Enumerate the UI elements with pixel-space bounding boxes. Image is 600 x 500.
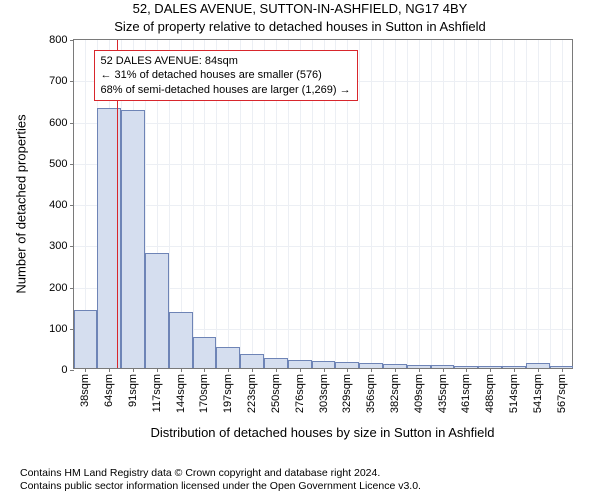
x-tick-mark <box>538 368 539 372</box>
x-tick-mark <box>109 368 110 372</box>
x-tick-label: 382sqm <box>389 374 401 413</box>
histogram-bar <box>312 361 336 368</box>
x-tick-label: 250sqm <box>270 374 282 413</box>
x-tick-label: 303sqm <box>318 374 330 413</box>
x-tick-mark <box>324 368 325 372</box>
x-tick-label: 461sqm <box>460 374 472 413</box>
histogram-bar <box>216 347 240 368</box>
gridline-h <box>74 205 572 206</box>
histogram-bar <box>240 354 264 368</box>
gridline-v <box>383 40 384 368</box>
x-tick-label: 223sqm <box>246 374 258 413</box>
x-tick-label: 197sqm <box>222 374 234 413</box>
y-tick-mark <box>70 40 74 41</box>
x-tick-label: 38sqm <box>79 374 91 407</box>
x-tick-mark <box>562 368 563 372</box>
x-tick-label: 329sqm <box>341 374 353 413</box>
x-tick-label: 170sqm <box>198 374 210 413</box>
x-tick-mark <box>204 368 205 372</box>
x-tick-label: 514sqm <box>508 374 520 413</box>
histogram-bar <box>264 358 288 368</box>
gridline-v <box>550 40 551 368</box>
y-axis-label: Number of detached properties <box>13 114 28 293</box>
x-tick-label: 356sqm <box>365 374 377 413</box>
x-tick-mark <box>466 368 467 372</box>
x-tick-label: 435sqm <box>437 374 449 413</box>
gridline-v <box>562 40 563 368</box>
gridline-h <box>74 123 572 124</box>
x-tick-mark <box>419 368 420 372</box>
gridline-v <box>466 40 467 368</box>
histogram-bar <box>288 360 312 368</box>
x-tick-mark <box>514 368 515 372</box>
gridline-v <box>526 40 527 368</box>
chart-subtitle: Size of property relative to detached ho… <box>0 18 600 36</box>
x-tick-label: 91sqm <box>127 374 139 407</box>
x-tick-mark <box>157 368 158 372</box>
y-tick-mark <box>70 205 74 206</box>
histogram-bar <box>145 253 169 369</box>
annotation-line: ← 31% of detached houses are smaller (57… <box>101 68 351 82</box>
y-tick-mark <box>70 164 74 165</box>
x-tick-mark <box>252 368 253 372</box>
page-title: 52, DALES AVENUE, SUTTON-IN-ASHFIELD, NG… <box>0 0 600 18</box>
x-tick-label: 117sqm <box>151 374 163 412</box>
histogram-bar <box>121 110 145 368</box>
gridline-v <box>502 40 503 368</box>
annotation-line: 68% of semi-detached houses are larger (… <box>101 83 351 97</box>
x-tick-label: 144sqm <box>175 374 187 413</box>
annotation-box: 52 DALES AVENUE: 84sqm← 31% of detached … <box>94 50 358 101</box>
gridline-v <box>443 40 444 368</box>
y-tick-mark <box>70 123 74 124</box>
x-tick-label: 541sqm <box>532 374 544 413</box>
x-tick-mark <box>181 368 182 372</box>
gridline-v <box>431 40 432 368</box>
gridline-v <box>478 40 479 368</box>
x-tick-label: 276sqm <box>294 374 306 413</box>
x-tick-mark <box>443 368 444 372</box>
y-tick-mark <box>70 246 74 247</box>
x-tick-mark <box>300 368 301 372</box>
gridline-v <box>490 40 491 368</box>
plot-area: 010020030040050060070080038sqm64sqm91sqm… <box>73 39 573 369</box>
gridline-h <box>74 164 572 165</box>
gridline-v <box>371 40 372 368</box>
x-tick-mark <box>85 368 86 372</box>
gridline-h <box>74 246 572 247</box>
y-tick-mark <box>70 288 74 289</box>
histogram-bar <box>169 312 193 368</box>
x-tick-mark <box>395 368 396 372</box>
x-tick-label: 409sqm <box>413 374 425 413</box>
gridline-v <box>514 40 515 368</box>
x-tick-mark <box>133 368 134 372</box>
gridline-v <box>395 40 396 368</box>
histogram-chart: 010020030040050060070080038sqm64sqm91sqm… <box>8 39 593 439</box>
histogram-bar <box>74 310 98 368</box>
x-tick-mark <box>490 368 491 372</box>
attribution-line: Contains HM Land Registry data © Crown c… <box>20 467 421 481</box>
x-tick-mark <box>371 368 372 372</box>
y-tick-mark <box>70 81 74 82</box>
histogram-bar <box>193 337 217 368</box>
x-tick-mark <box>276 368 277 372</box>
x-axis-label: Distribution of detached houses by size … <box>73 425 573 440</box>
gridline-v <box>419 40 420 368</box>
x-tick-mark <box>228 368 229 372</box>
attribution-text: Contains HM Land Registry data © Crown c… <box>8 467 421 494</box>
x-tick-label: 64sqm <box>103 374 115 407</box>
x-tick-mark <box>347 368 348 372</box>
annotation-line: 52 DALES AVENUE: 84sqm <box>101 54 351 68</box>
gridline-v <box>454 40 455 368</box>
gridline-v <box>407 40 408 368</box>
x-tick-label: 488sqm <box>484 374 496 413</box>
gridline-v <box>359 40 360 368</box>
gridline-v <box>538 40 539 368</box>
attribution-line: Contains public sector information licen… <box>20 480 421 494</box>
x-tick-label: 567sqm <box>556 374 568 413</box>
y-tick-mark <box>70 370 74 371</box>
